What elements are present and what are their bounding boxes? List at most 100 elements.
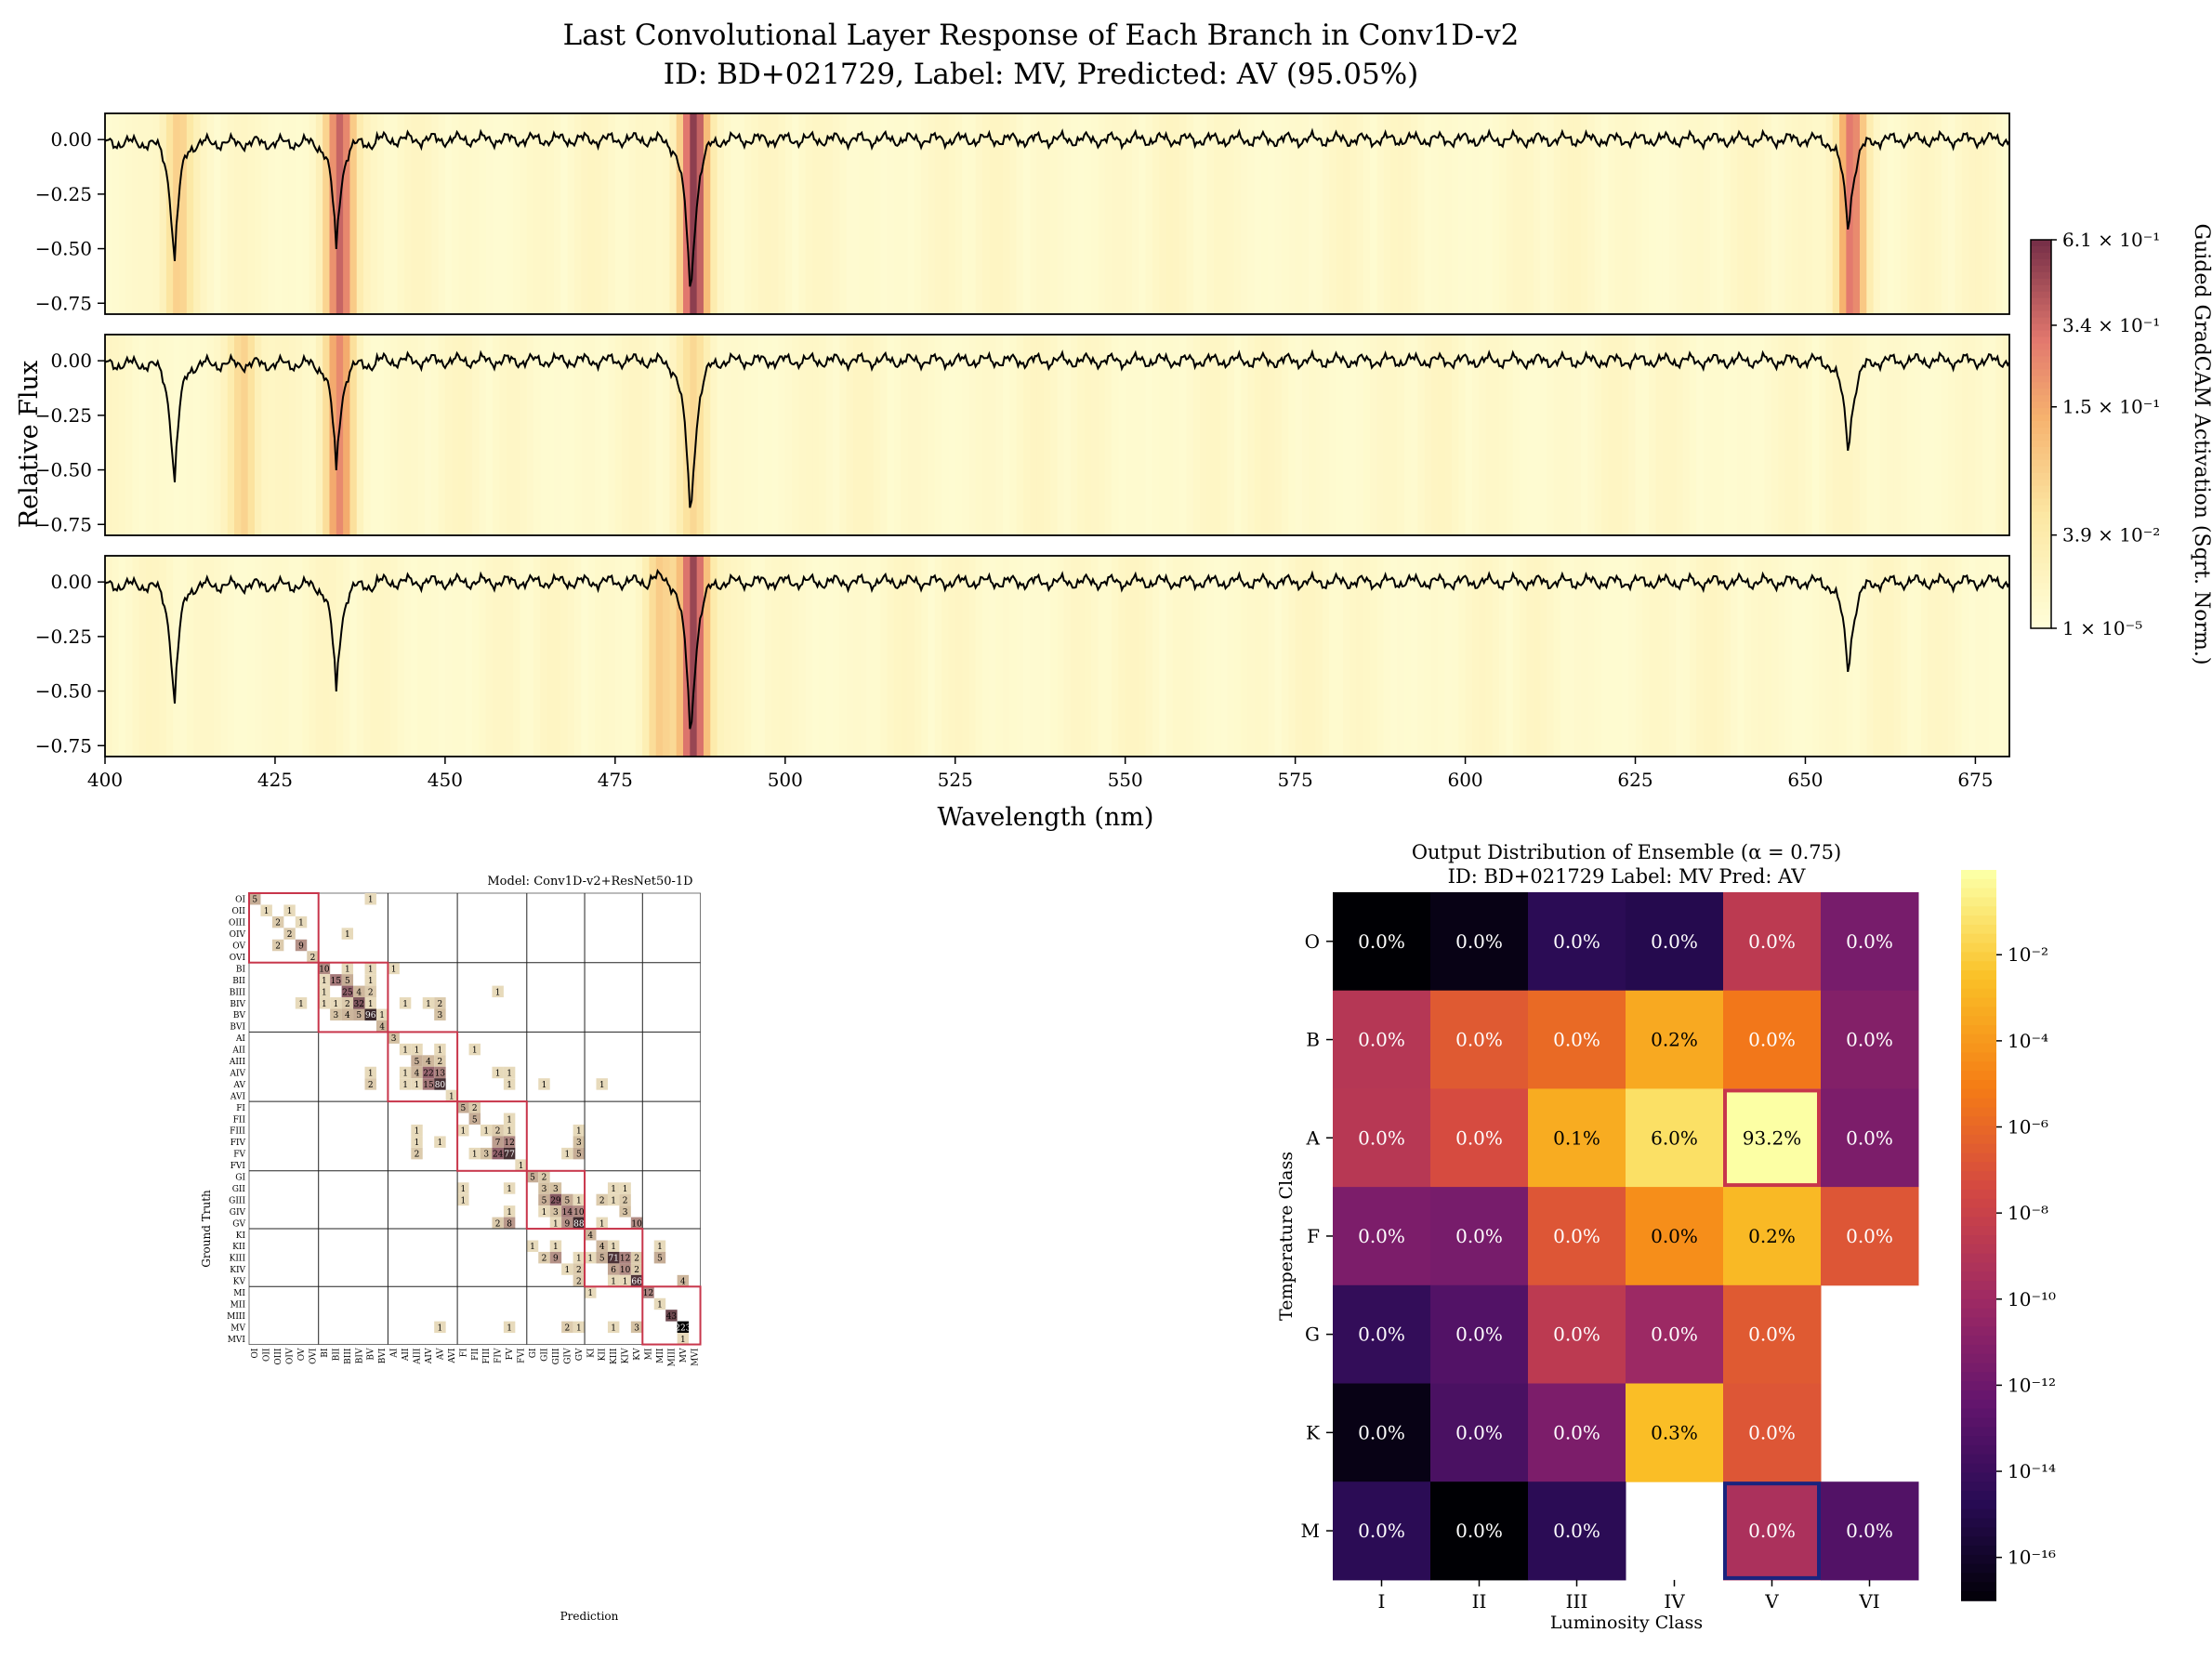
- cm-cell-value: 5: [460, 1104, 466, 1113]
- cm-cell-value: 3: [391, 1034, 397, 1044]
- activation-band: [907, 335, 915, 535]
- activation-band: [1424, 335, 1432, 535]
- activation-band: [1084, 335, 1092, 535]
- activation-band: [669, 113, 678, 314]
- activation-band: [1798, 335, 1807, 535]
- activation-band: [200, 556, 208, 757]
- cm-cell: [492, 985, 504, 998]
- cm-col-label: AI: [390, 1348, 400, 1358]
- activation-band: [852, 113, 861, 314]
- activation-band: [1118, 113, 1126, 314]
- ens-row-label: G: [1305, 1323, 1320, 1346]
- activation-band: [397, 556, 405, 757]
- activation-band: [907, 556, 915, 757]
- cm-cell-value: 1: [507, 1081, 512, 1090]
- activation-band: [1295, 556, 1303, 757]
- activation-band: [520, 335, 528, 535]
- cm-cell-value: 1: [657, 1243, 663, 1252]
- activation-band: [751, 335, 759, 535]
- ens-cell-value: 0.0%: [1455, 1126, 1503, 1149]
- ens-ylabel: Temperature Class: [1276, 1152, 1297, 1321]
- activation-band: [1873, 556, 1881, 757]
- cm-cell: [561, 1217, 573, 1230]
- cm-cell-value: 223: [675, 1323, 691, 1333]
- activation-band: [1233, 113, 1242, 314]
- activation-band: [1104, 113, 1113, 314]
- cm-col-label: BI: [321, 1348, 330, 1358]
- activation-band: [1471, 556, 1480, 757]
- activation-band: [1920, 556, 1929, 757]
- activation-band: [1758, 556, 1766, 757]
- activation-band: [384, 335, 391, 535]
- cm-cell: [364, 985, 376, 998]
- cm-cell-value: 1: [623, 1278, 628, 1287]
- ens-cell-value: 0.0%: [1455, 1029, 1503, 1051]
- cm-cell: [619, 1263, 631, 1275]
- activation-band: [581, 335, 589, 535]
- activation-band: [1139, 335, 1147, 535]
- ens-cell: [1821, 1088, 1919, 1188]
- activation-band: [1057, 113, 1065, 314]
- cm-cell: [353, 1008, 365, 1020]
- activation-band: [1438, 335, 1446, 535]
- activation-band: [220, 335, 229, 535]
- activation-band: [792, 335, 800, 535]
- cm-cell: [549, 1205, 562, 1218]
- ens-cell: [1821, 1481, 1919, 1581]
- activation-band: [1526, 335, 1534, 535]
- cm-cell: [457, 1182, 469, 1194]
- activation-band: [356, 113, 364, 314]
- cm-cell: [422, 1066, 435, 1079]
- activation-band: [458, 556, 467, 757]
- cm-cell: [411, 1147, 423, 1160]
- activation-band: [1254, 335, 1262, 535]
- activation-band: [669, 335, 678, 535]
- activation-band: [1649, 113, 1657, 314]
- cm-cell-value: 22: [423, 1069, 433, 1078]
- activation-band: [118, 556, 126, 757]
- activation-band: [989, 556, 997, 757]
- cm-cell-value: 9: [298, 942, 304, 952]
- cm-cell: [364, 1066, 376, 1079]
- activation-band: [1866, 113, 1875, 314]
- activation-band: [349, 113, 358, 314]
- activation-band: [1397, 113, 1405, 314]
- activation-band: [1614, 113, 1623, 314]
- ens-cell: [1626, 892, 1724, 992]
- cm-col-label: OI: [251, 1348, 260, 1358]
- cm-cell-value: 1: [402, 1000, 408, 1009]
- activation-band: [553, 335, 561, 535]
- activation-band: [1778, 556, 1786, 757]
- cm-cell-value: 9: [553, 1255, 559, 1264]
- activation-band: [363, 113, 371, 314]
- cm-row-label: AV: [232, 1081, 245, 1090]
- cm-cell-value: 2: [368, 1081, 374, 1090]
- cm-row-label: FV: [233, 1151, 245, 1160]
- activation-band: [465, 556, 473, 757]
- cm-col-label: FIV: [494, 1348, 504, 1363]
- ens-col-label: I: [1378, 1590, 1386, 1613]
- activation-band: [431, 335, 440, 535]
- activation-band: [1254, 556, 1262, 757]
- activation-band: [1383, 113, 1391, 314]
- cm-cell-value: 4: [415, 1069, 420, 1078]
- ens-cell: [1723, 1088, 1822, 1188]
- cm-cell-value: 1: [519, 1162, 524, 1171]
- activation-band: [220, 113, 229, 314]
- cm-cell: [341, 997, 354, 1009]
- activation-band: [397, 335, 405, 535]
- activation-band: [567, 556, 575, 757]
- cm-cell-value: 2: [287, 930, 293, 940]
- activation-band: [1526, 556, 1534, 757]
- activation-band: [1411, 113, 1418, 314]
- cm-cell: [422, 997, 435, 1009]
- cm-cell: [503, 1182, 516, 1194]
- cm-cell: [538, 1193, 550, 1206]
- activation-band: [1370, 113, 1378, 314]
- cm-cell: [573, 1125, 586, 1137]
- activation-band: [493, 335, 501, 535]
- activation-band: [1322, 556, 1330, 757]
- activation-band: [866, 335, 875, 535]
- activation-band: [295, 113, 303, 314]
- ens-cell: [1723, 1187, 1822, 1286]
